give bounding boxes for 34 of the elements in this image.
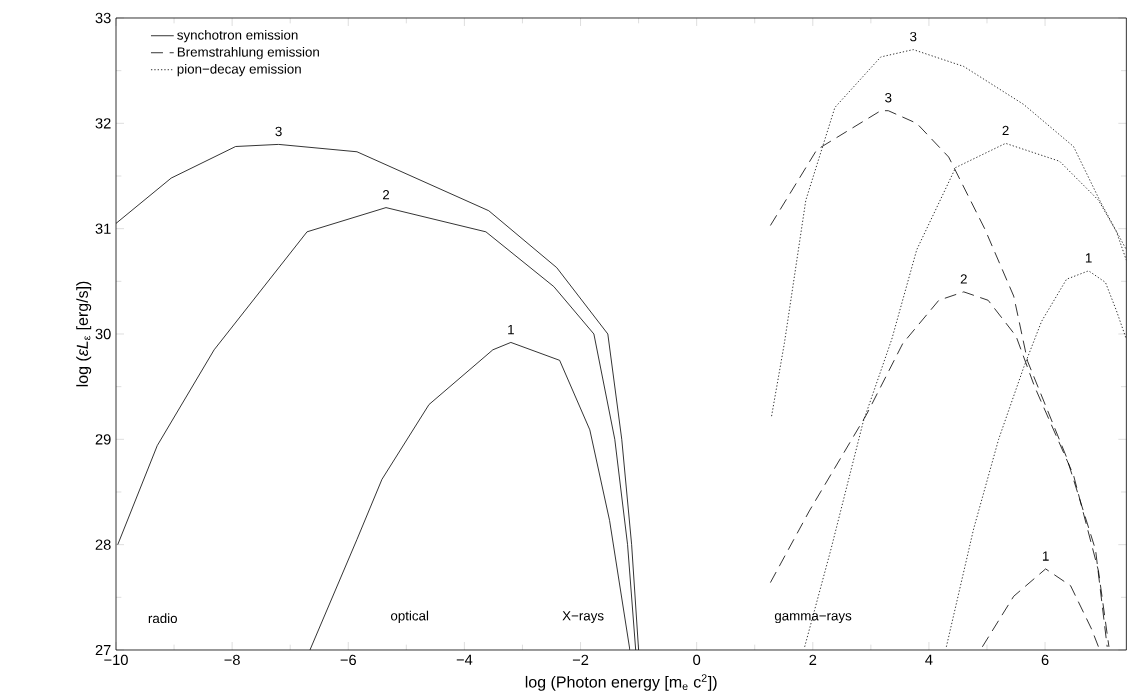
y-tick-label: 33 [95,12,111,24]
x-tick-label: −10 [104,654,128,666]
y-axis-title: log (εL$_{ε}$ [erg/s]) [76,281,92,387]
y-tick-label: 32 [95,118,111,129]
annotation: X−rays [562,611,604,624]
annotation: optical [390,610,429,624]
x-tick-label: 2 [809,654,817,665]
annotation: 3 [885,92,892,103]
annotation: radio [148,613,177,624]
annotation: 2 [1002,125,1009,136]
x-tick-label: −2 [572,654,589,665]
x-tick-label: 4 [925,654,933,665]
y-tick-label: 30 [95,328,111,340]
annotation: 2 [960,274,967,284]
x-tick-label: 0 [693,654,701,666]
annotation: 2 [382,190,390,200]
legend-label: pion−decay emission [177,63,301,77]
annotation: 3 [910,31,917,42]
x-tick-label: 6 [1041,654,1049,666]
legend-label: Bremstrahlung emission [177,46,319,60]
x-tick-label: −6 [340,654,356,666]
annotation: 1 [508,324,514,335]
y-tick-label: 31 [95,223,111,234]
annotation: gamma−rays [774,613,852,624]
annotation: 1 [1042,551,1049,561]
annotation: 1 [1085,253,1092,263]
y-tick-label: 29 [95,434,111,445]
y-tick-label: 28 [95,539,111,550]
y-tick-label: 27 [95,644,111,656]
x-tick-label: −8 [224,654,240,666]
x-tick-label: −4 [456,654,473,665]
annotation: 3 [275,126,282,137]
x-axis-title: log (Photon energy [m$_{e}$ c$^{2}$]) [525,674,717,691]
legend-label: synchotron emission [177,29,298,43]
